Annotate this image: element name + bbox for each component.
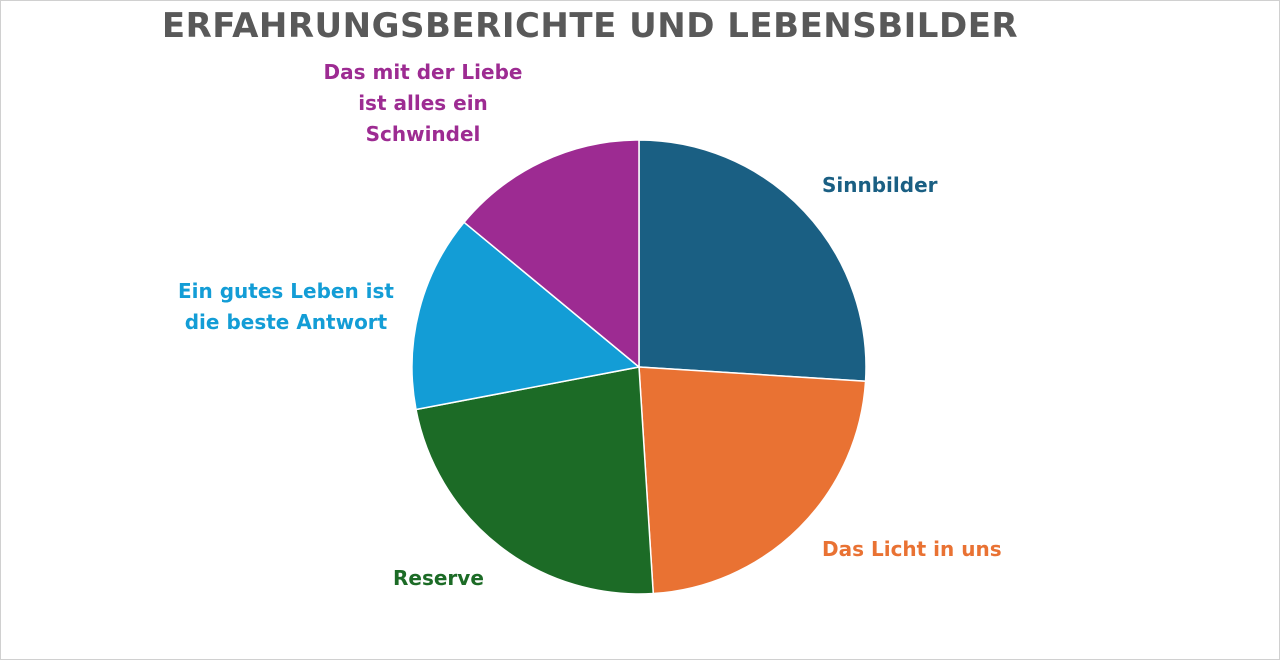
pie-slice-reserve: [415, 366, 655, 595]
pie-slice-ein-gutes-leben: [411, 221, 641, 411]
pie-slice-das-licht-in-uns: [638, 366, 867, 595]
slice-label-sinnbilder: Sinnbilder: [822, 173, 938, 197]
slice-label-ein-gutes-leben: Ein gutes Leben ist die beste Antwort: [178, 279, 394, 334]
slice-label-das-licht-in-uns: Das Licht in uns: [822, 537, 1002, 561]
pie-slice-das-mit-der-liebe: [463, 139, 640, 369]
slice-label-das-mit-der-liebe: Das mit der Liebe ist alles ein Schwinde…: [323, 60, 523, 146]
slice-label-reserve: Reserve: [393, 566, 484, 590]
pie-slice-sinnbilder: [638, 139, 867, 383]
chart-title: ERFAHRUNGSBERICHTE UND LEBENSBILDER: [161, 6, 1019, 46]
